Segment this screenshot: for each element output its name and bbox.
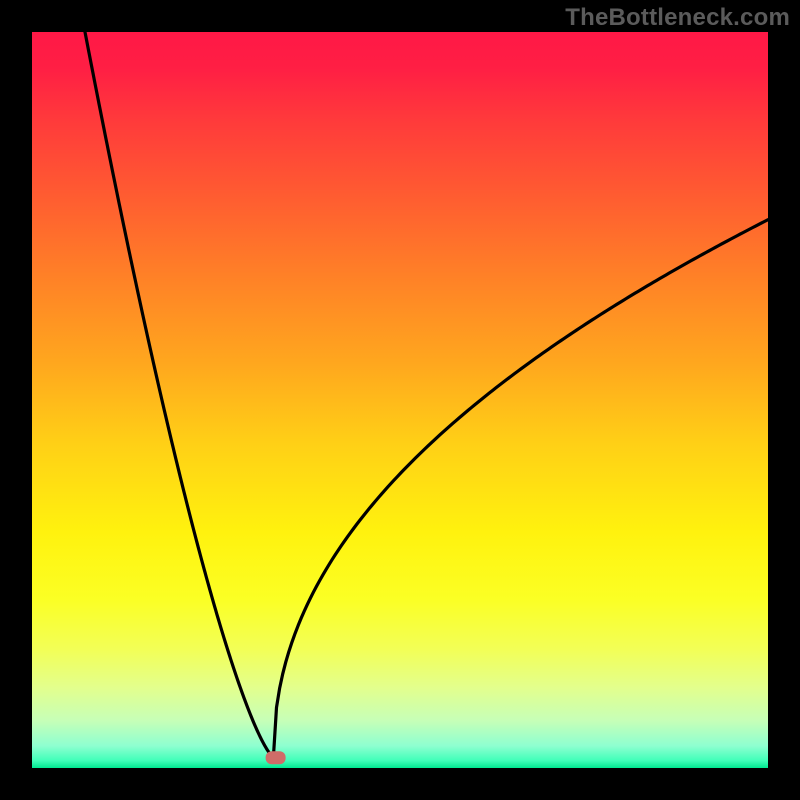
optimum-marker [266, 751, 286, 764]
chart-canvas: TheBottleneck.com [0, 0, 800, 800]
bottleneck-chart-svg [0, 0, 800, 800]
plot-area [32, 32, 768, 768]
watermark-text: TheBottleneck.com [565, 4, 790, 32]
